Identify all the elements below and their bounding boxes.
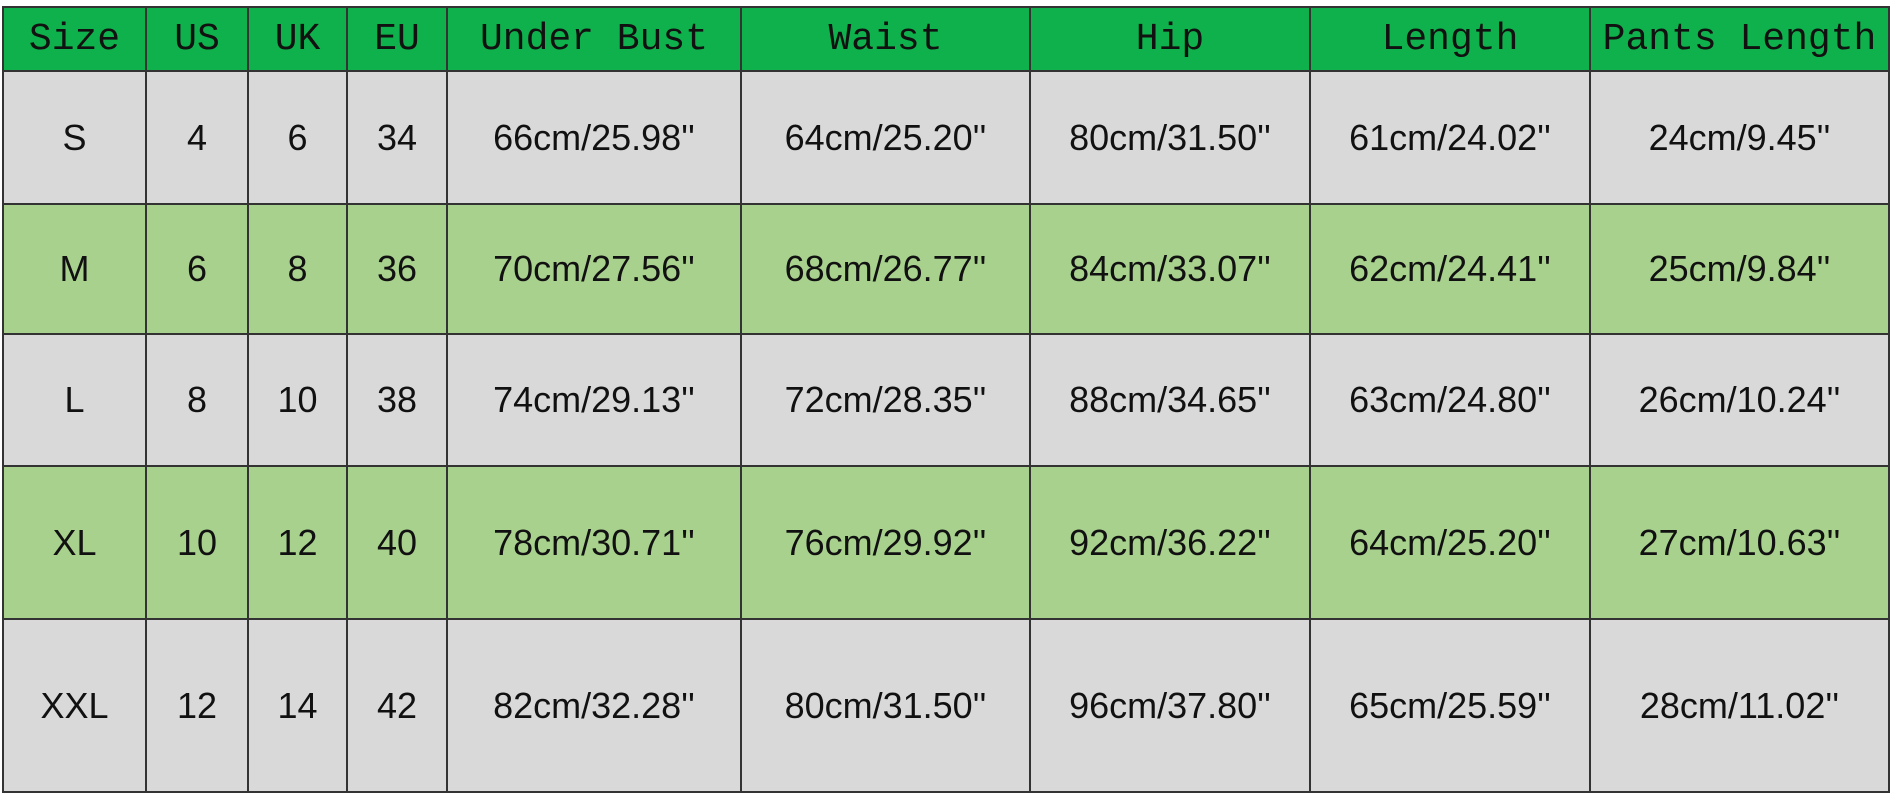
table-row: M 6 8 36 70cm/27.56'' 68cm/26.77'' 84cm/33.07'…	[2, 203, 1890, 335]
table-cell: XXL	[2, 618, 147, 793]
table-row: XXL 12 14 42 82cm/32.28'' 80cm/31.50'' 96cm/37…	[2, 618, 1890, 793]
table-cell: 84cm/33.07''	[1029, 203, 1311, 335]
header-cell: Pants Length	[1589, 6, 1890, 72]
table-cell: 8	[247, 203, 348, 335]
table-row: XL 10 12 40 78cm/30.71'' 76cm/29.92'' 92cm/36.…	[2, 465, 1890, 620]
header-cell: Length	[1309, 6, 1591, 72]
table-cell: 24cm/9.45''	[1589, 70, 1890, 205]
header-cell: EU	[346, 6, 448, 72]
size-chart: Size US UK EU Under Bust Waist Hip Length Pants …	[2, 6, 1890, 793]
table-cell: 80cm/31.50''	[740, 618, 1031, 793]
table-cell: 8	[145, 333, 249, 467]
header-cell: Waist	[740, 6, 1031, 72]
table-cell: 6	[145, 203, 249, 335]
header-cell: Under Bust	[446, 6, 742, 72]
table-cell: 12	[247, 465, 348, 620]
table-cell: 92cm/36.22''	[1029, 465, 1311, 620]
table-cell: 80cm/31.50''	[1029, 70, 1311, 205]
header-cell: Size	[2, 6, 147, 72]
table-cell: 27cm/10.63''	[1589, 465, 1890, 620]
header-cell: UK	[247, 6, 348, 72]
table-cell: 74cm/29.13''	[446, 333, 742, 467]
table-cell: 65cm/25.59''	[1309, 618, 1591, 793]
table-cell: M	[2, 203, 147, 335]
table-cell: 14	[247, 618, 348, 793]
table-cell: 64cm/25.20''	[740, 70, 1031, 205]
header-cell: US	[145, 6, 249, 72]
table-cell: 38	[346, 333, 448, 467]
table-cell: 28cm/11.02''	[1589, 618, 1890, 793]
table-row: L 8 10 38 74cm/29.13'' 72cm/28.35'' 88cm/34.65…	[2, 333, 1890, 467]
table-cell: 12	[145, 618, 249, 793]
table-cell: 61cm/24.02''	[1309, 70, 1591, 205]
table-cell: 25cm/9.84''	[1589, 203, 1890, 335]
table-cell: L	[2, 333, 147, 467]
table-cell: S	[2, 70, 147, 205]
table-cell: 42	[346, 618, 448, 793]
header-cell: Hip	[1029, 6, 1311, 72]
table-cell: 64cm/25.20''	[1309, 465, 1591, 620]
table-cell: 34	[346, 70, 448, 205]
size-table: Size US UK EU Under Bust Waist Hip Length Pants …	[2, 6, 1890, 793]
table-row: S 4 6 34 66cm/25.98'' 64cm/25.20'' 80cm/31.50'…	[2, 70, 1890, 205]
table-cell: 40	[346, 465, 448, 620]
header-row: Size US UK EU Under Bust Waist Hip Length Pants …	[2, 6, 1890, 72]
table-cell: 70cm/27.56''	[446, 203, 742, 335]
table-cell: XL	[2, 465, 147, 620]
table-cell: 36	[346, 203, 448, 335]
table-cell: 78cm/30.71''	[446, 465, 742, 620]
table-cell: 6	[247, 70, 348, 205]
table-cell: 10	[247, 333, 348, 467]
table-cell: 88cm/34.65''	[1029, 333, 1311, 467]
table-cell: 68cm/26.77''	[740, 203, 1031, 335]
table-cell: 26cm/10.24''	[1589, 333, 1890, 467]
table-cell: 66cm/25.98''	[446, 70, 742, 205]
table-cell: 72cm/28.35''	[740, 333, 1031, 467]
table-cell: 96cm/37.80''	[1029, 618, 1311, 793]
table-cell: 76cm/29.92''	[740, 465, 1031, 620]
table-cell: 63cm/24.80''	[1309, 333, 1591, 467]
table-cell: 10	[145, 465, 249, 620]
table-cell: 82cm/32.28''	[446, 618, 742, 793]
table-cell: 4	[145, 70, 249, 205]
table-cell: 62cm/24.41''	[1309, 203, 1591, 335]
